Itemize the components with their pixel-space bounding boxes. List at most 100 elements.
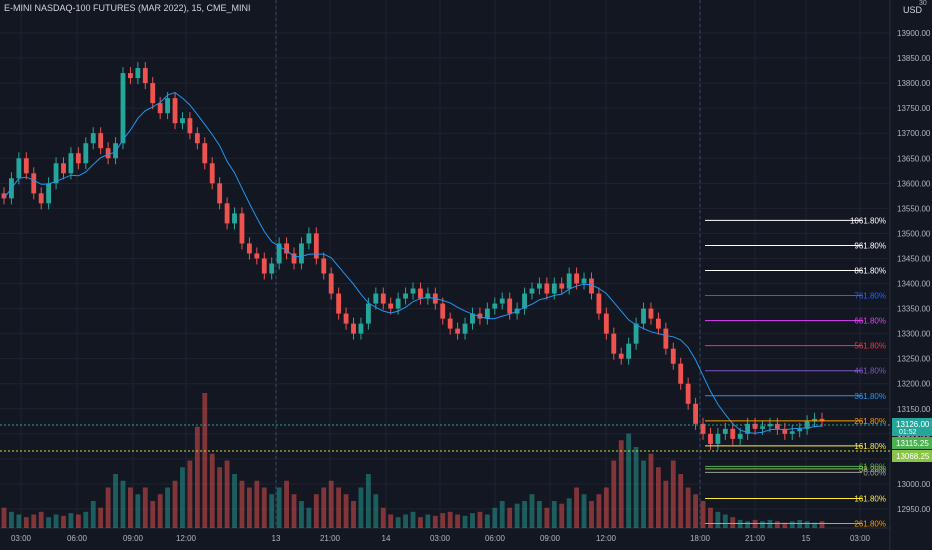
x-tick-label: 03:00 <box>430 534 451 543</box>
candle-body <box>455 328 461 334</box>
candle-body <box>812 418 817 422</box>
volume-bar <box>633 447 639 528</box>
candle-body <box>61 163 66 174</box>
currency-close-label: 30 <box>919 0 927 7</box>
candle-body <box>380 293 386 304</box>
candle-body <box>142 68 148 84</box>
candle-body <box>804 421 810 429</box>
candle-body <box>90 133 96 144</box>
candle-body <box>313 233 319 259</box>
fib-level-label: 261.80% <box>854 520 886 529</box>
volume-bar <box>722 514 728 528</box>
candle-body <box>358 323 364 334</box>
y-tick-label: 13200.00 <box>897 380 931 389</box>
candle-body <box>477 313 483 319</box>
candle-body <box>559 283 565 289</box>
volume-bar <box>172 480 178 528</box>
volume-bar <box>135 494 141 528</box>
volume-bar <box>61 515 66 528</box>
candle-body <box>365 303 371 324</box>
x-tick-label: 21:00 <box>745 534 766 543</box>
candle-body <box>507 298 513 314</box>
candle-body <box>343 313 349 324</box>
volume-bar <box>514 503 520 528</box>
volume-bar <box>269 494 275 528</box>
y-tick-label: 13550.00 <box>897 204 931 213</box>
volume-bar <box>537 501 542 528</box>
candle-body <box>700 423 706 434</box>
volume-bar <box>38 511 44 528</box>
volume-bar <box>544 507 550 528</box>
volume-bar <box>313 494 319 528</box>
candle-body <box>291 253 297 264</box>
candle-body <box>603 313 609 334</box>
candle-body <box>217 183 223 204</box>
candle-body <box>1 193 7 199</box>
volume-bar <box>819 521 825 528</box>
candle-body <box>269 263 275 274</box>
volume-bar <box>596 494 602 528</box>
candle-body <box>462 323 468 334</box>
volume-bar <box>388 514 394 528</box>
volume-bar <box>648 453 654 528</box>
volume-bar <box>611 460 617 528</box>
volume-bar <box>157 494 163 528</box>
candle-body <box>209 163 215 184</box>
volume-bar <box>700 501 706 528</box>
candle-body <box>202 143 208 164</box>
volume-bar <box>395 517 401 528</box>
fib-level-label: 361.80% <box>854 392 886 401</box>
candle-body <box>172 98 178 124</box>
volume-bar <box>708 507 713 528</box>
candle-body <box>75 153 81 164</box>
volume-bar <box>566 498 572 528</box>
volume-bar <box>98 507 104 528</box>
candle-body <box>581 278 587 284</box>
volume-bar <box>685 487 691 528</box>
candle-body <box>797 428 803 432</box>
volume-bar <box>1 507 7 528</box>
volume-bar <box>254 480 260 528</box>
candle-body <box>261 258 267 274</box>
candle-body <box>135 68 141 79</box>
volume-bar <box>522 501 527 528</box>
x-tick-label: 03:00 <box>850 534 871 543</box>
x-tick-label: 21:00 <box>320 534 341 543</box>
candle-body <box>351 323 356 334</box>
price-label-box <box>892 437 932 449</box>
x-tick-label: 09:00 <box>123 534 144 543</box>
candle-body <box>618 353 624 359</box>
volume-bar <box>246 487 252 528</box>
volume-bar <box>507 507 513 528</box>
fib-level-label: 261.80% <box>854 417 886 426</box>
candle-body <box>165 98 171 114</box>
candle-body <box>708 433 713 444</box>
y-tick-label: 13650.00 <box>897 154 931 163</box>
candle-body <box>737 433 743 439</box>
volume-bar <box>90 501 96 528</box>
y-tick-label: 13300.00 <box>897 330 931 339</box>
candle-body <box>98 133 104 149</box>
chart-title: E-MINI NASDAQ-100 FUTURES (MAR 2022), 15… <box>4 3 251 13</box>
candle-body <box>693 403 698 424</box>
volume-bar <box>559 503 565 528</box>
candle-body <box>670 348 676 364</box>
currency-label[interactable]: USD <box>903 5 923 15</box>
fib-level-label: 461.80% <box>854 367 886 376</box>
fib-level-label: 161.80% <box>854 442 886 451</box>
volume-bar <box>551 501 557 528</box>
volume-bar <box>789 521 795 528</box>
price-label-text: 13068.25 <box>896 452 930 461</box>
volume-bar <box>291 494 297 528</box>
volume-bar <box>194 426 200 528</box>
volume-bar <box>336 487 342 528</box>
volume-bar <box>432 515 438 528</box>
volume-bar <box>499 501 505 528</box>
candle-body <box>678 363 684 384</box>
volume-bar <box>715 511 721 528</box>
fib-level-label: 0.00% <box>863 468 886 477</box>
candle-body <box>648 308 654 319</box>
x-tick-label: 13 <box>272 534 281 543</box>
candle-body <box>246 243 252 254</box>
